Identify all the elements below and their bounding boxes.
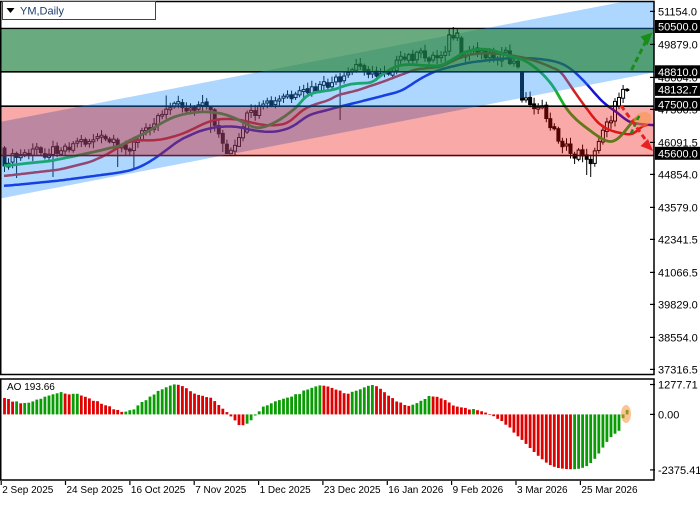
svg-text:16 Oct 2025: 16 Oct 2025 (131, 485, 186, 496)
svg-text:0.00: 0.00 (658, 409, 679, 421)
svg-text:45600.0: 45600.0 (658, 148, 698, 160)
svg-text:23 Dec 2025: 23 Dec 2025 (324, 485, 381, 496)
svg-text:9 Feb 2026: 9 Feb 2026 (453, 485, 504, 496)
svg-text:48810.0: 48810.0 (658, 67, 698, 79)
svg-text:42341.5: 42341.5 (658, 234, 698, 246)
svg-text:7 Nov 2025: 7 Nov 2025 (195, 485, 247, 496)
svg-text:1277.71: 1277.71 (658, 380, 698, 392)
svg-text:48132.7: 48132.7 (658, 84, 698, 96)
svg-text:41066.5: 41066.5 (658, 267, 698, 279)
svg-text:50500.0: 50500.0 (658, 22, 698, 34)
svg-text:16 Jan 2026: 16 Jan 2026 (388, 485, 443, 496)
svg-text:47500.0: 47500.0 (658, 99, 698, 111)
svg-text:1 Dec 2025: 1 Dec 2025 (260, 485, 312, 496)
svg-text:39829.0: 39829.0 (658, 299, 698, 311)
svg-text:44854.0: 44854.0 (658, 169, 698, 181)
svg-text:43579.0: 43579.0 (658, 202, 698, 214)
svg-text:YM,Daily: YM,Daily (20, 6, 65, 18)
svg-text:25 Mar 2026: 25 Mar 2026 (581, 485, 638, 496)
svg-text:49879.0: 49879.0 (658, 39, 698, 51)
svg-text:24 Sep 2025: 24 Sep 2025 (67, 485, 124, 496)
svg-text:51154.0: 51154.0 (658, 6, 697, 18)
svg-text:-2375.41: -2375.41 (658, 465, 700, 477)
svg-text:37316.5: 37316.5 (658, 364, 698, 376)
svg-text:38554.0: 38554.0 (658, 332, 698, 344)
svg-text:2 Sep 2025: 2 Sep 2025 (2, 485, 54, 496)
svg-text:46091.5: 46091.5 (658, 137, 698, 149)
svg-text:3 Mar 2026: 3 Mar 2026 (517, 485, 568, 496)
svg-text:AO 193.66: AO 193.66 (7, 382, 55, 393)
